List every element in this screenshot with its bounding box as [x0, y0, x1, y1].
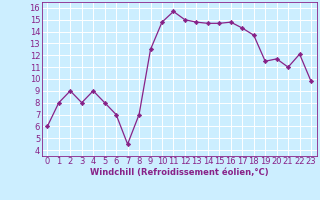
- X-axis label: Windchill (Refroidissement éolien,°C): Windchill (Refroidissement éolien,°C): [90, 168, 268, 177]
